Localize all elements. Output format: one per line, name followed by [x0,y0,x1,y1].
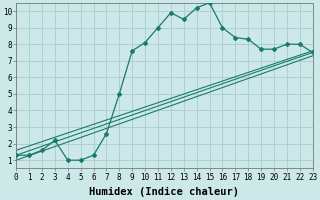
X-axis label: Humidex (Indice chaleur): Humidex (Indice chaleur) [89,187,239,197]
